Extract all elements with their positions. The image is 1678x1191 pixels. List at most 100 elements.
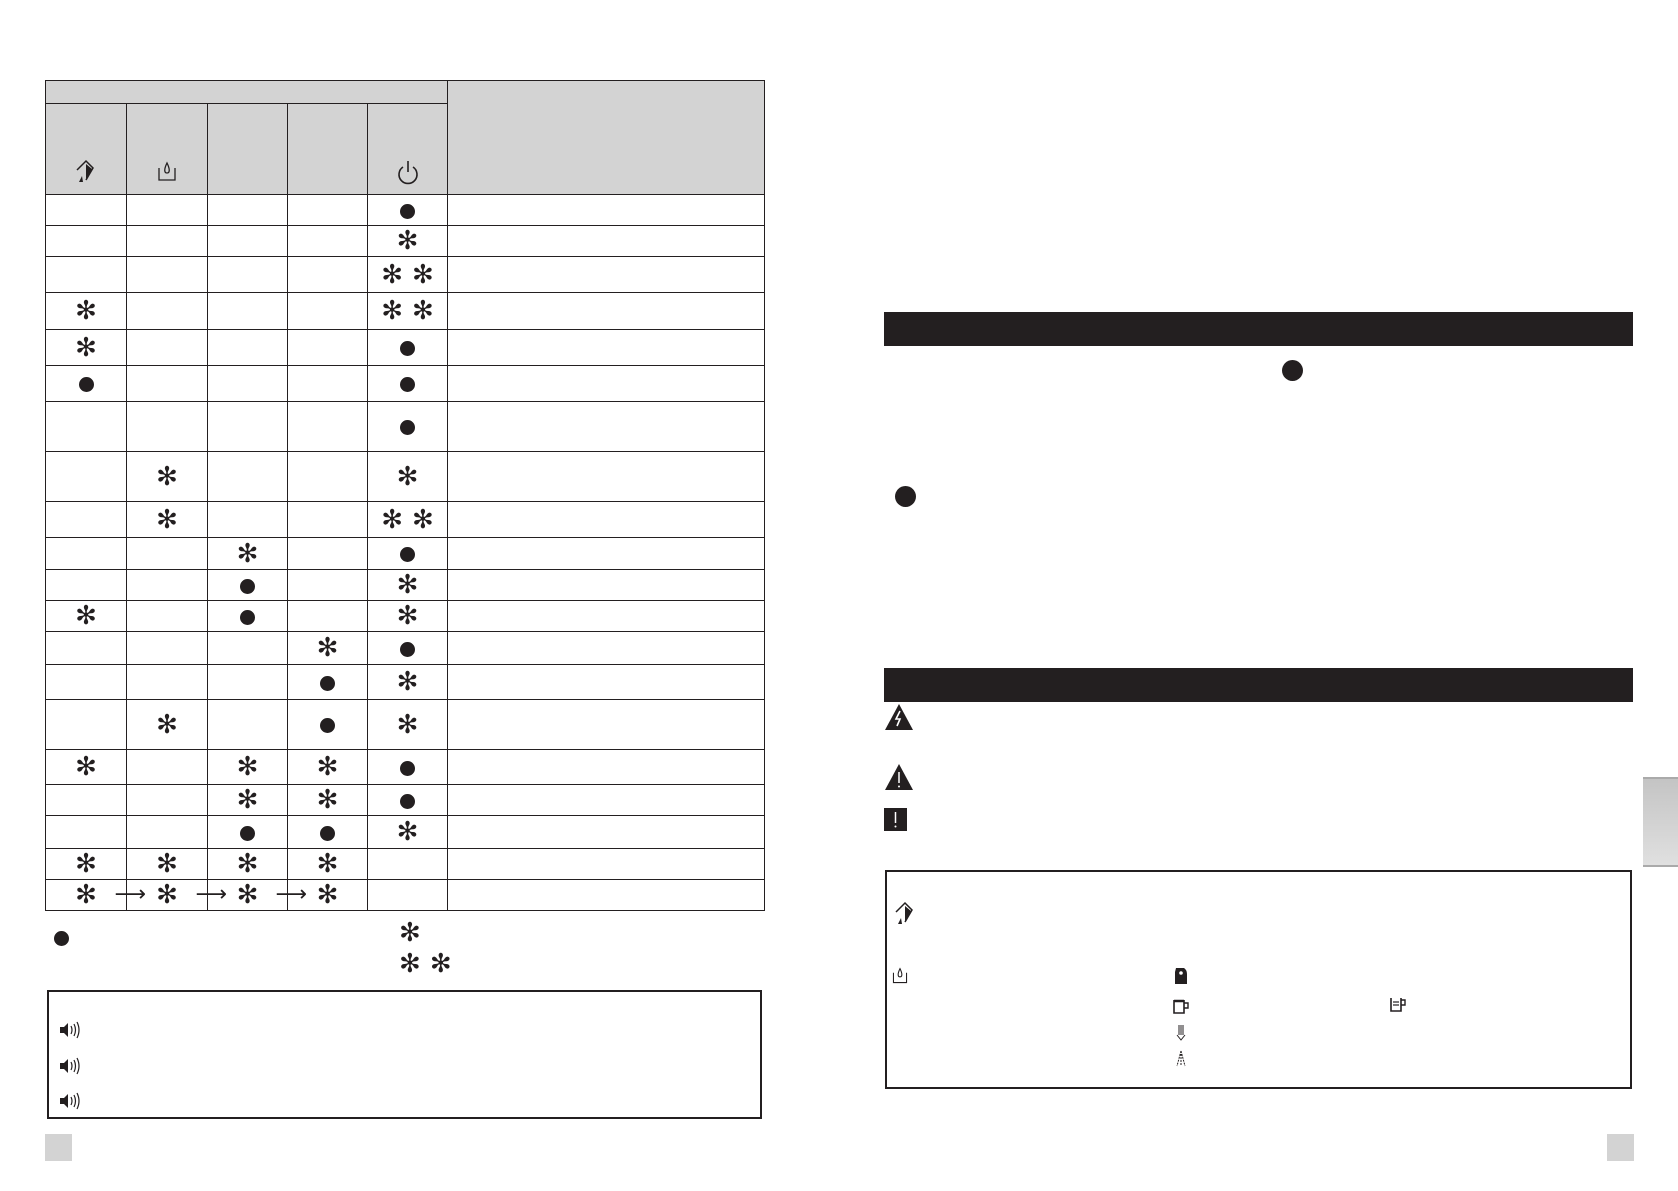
power-column-header — [366, 103, 449, 195]
table-row: ✻ — [45, 664, 766, 700]
lights-header — [44, 80, 449, 104]
indicator-cell — [45, 225, 127, 257]
table-row: ✻ — [45, 569, 766, 601]
indicator-cell — [126, 329, 208, 366]
page-number-marker-left — [45, 1134, 72, 1161]
table-row: ✻ — [45, 329, 766, 366]
indicator-cell — [126, 815, 208, 849]
light-blinking-star: ✻ — [396, 667, 419, 698]
table-row: ✻ ✻ — [45, 600, 766, 632]
table-row: ✻ — [45, 225, 766, 257]
meaning-cell — [447, 569, 766, 601]
indicator-cell — [45, 815, 127, 849]
indicator-cell: ✻ — [366, 600, 449, 632]
light-blinking-star: ✻ — [75, 601, 97, 632]
light-on-dot — [400, 341, 416, 356]
light-blinking-star: ✻ — [236, 849, 259, 880]
indicator-cell — [287, 451, 368, 502]
indicator-cell: ✻ ⟶ — [126, 879, 227, 911]
info-box — [885, 870, 1632, 1089]
meaning-cell — [447, 401, 766, 452]
meaning-cell — [447, 664, 766, 700]
indicator-cell: ✻ — [366, 451, 449, 502]
meaning-cell — [447, 631, 766, 665]
mug-icon — [1173, 999, 1189, 1014]
light-blinking-star: ✻ — [396, 461, 419, 492]
indicator-cell — [126, 749, 208, 785]
indicator-cell — [207, 225, 288, 257]
table-row: ✻ — [45, 815, 766, 849]
indicator-cell — [287, 329, 368, 366]
light-on-dot — [78, 377, 94, 392]
meaning-cell — [447, 815, 766, 849]
light-blinking-star: ✻ — [75, 752, 97, 783]
dot-symbol — [895, 486, 916, 507]
indicator-cell: ✻ — [366, 225, 449, 257]
indicator-cell: ✻ ✻ — [366, 256, 449, 293]
light-blinking-star: ✻ — [236, 752, 259, 783]
indicator-cell — [287, 501, 368, 538]
speaker-icon — [60, 1057, 80, 1075]
indicator-cell: ✻ — [126, 699, 208, 750]
indicator-cell: ✻ ✻ — [366, 292, 449, 330]
descale-icon — [76, 159, 94, 182]
indicator-cell — [287, 664, 368, 700]
light-blinking-star: ✻ — [75, 849, 97, 880]
light-fast-blinking-stars: ✻ ✻ — [381, 259, 434, 290]
indicator-cell — [287, 815, 368, 849]
meaning-cell — [447, 194, 766, 226]
indicator-cell: ✻ — [45, 600, 127, 632]
water-column-header — [126, 103, 208, 195]
speaker-icon — [60, 1092, 80, 1110]
light-blinking-star: ✻ — [316, 849, 339, 880]
meaning-cell — [447, 699, 766, 750]
sequence-arrow-icon: ⟶ — [114, 882, 146, 907]
indicator-cell: ✻ — [126, 848, 208, 880]
meaning-header — [447, 80, 766, 195]
indicator-cell — [126, 784, 208, 816]
light-blinking-star: ✻ — [396, 709, 419, 740]
indicator-cell: ✻ — [366, 569, 449, 601]
light-blinking-star: ✻ — [156, 461, 178, 492]
descale-column-header — [45, 103, 127, 195]
steam-down-icon — [1176, 1025, 1186, 1041]
indicator-cell — [45, 537, 127, 570]
indicator-cell — [207, 329, 288, 366]
tall-mug-icon — [1390, 998, 1406, 1012]
indicator-cell: ✻ ✻ — [366, 501, 449, 538]
table-row: ✻ ✻ — [45, 451, 766, 502]
light-blinking-star: ✻ — [75, 296, 97, 327]
indicator-cell — [366, 401, 449, 452]
star-glyph: ✻ — [399, 949, 421, 979]
light-on-dot — [400, 793, 416, 809]
indicator-cell — [45, 501, 127, 538]
indicator-cell — [45, 365, 127, 402]
indicator-cell — [287, 194, 368, 226]
indicator-cell — [126, 631, 208, 665]
meaning-cell — [447, 848, 766, 880]
indicator-cell: ✻ — [287, 631, 368, 665]
indicator-cell: ✻ — [366, 815, 449, 849]
table-row: ✻ ✻ ✻ — [45, 292, 766, 330]
table-row: ✻ ✻ ✻ — [45, 749, 766, 785]
light-on-dot — [240, 578, 255, 594]
table-row: ✻ — [45, 631, 766, 665]
indicator-cell — [287, 292, 368, 330]
light-on-dot — [240, 609, 255, 625]
table-row — [45, 194, 766, 226]
indicator-cell — [287, 225, 368, 257]
sequence-arrow-icon: ⟶ — [195, 882, 227, 907]
star-glyph: ✻ — [429, 949, 452, 979]
water-tank-icon — [158, 161, 176, 181]
table-row: ✻ — [45, 537, 766, 570]
light-on-dot — [320, 825, 335, 841]
indicator-cell — [126, 292, 208, 330]
meaning-cell — [447, 225, 766, 257]
light-blinking-star: ✻ — [396, 601, 419, 632]
coffee-pot-icon — [1175, 968, 1187, 984]
indicator-cell — [126, 600, 208, 632]
indicator-cell — [366, 848, 449, 880]
indicator-cell — [287, 569, 368, 601]
light-blinking-star: ✻ — [316, 880, 339, 911]
indicator-cell — [207, 365, 288, 402]
